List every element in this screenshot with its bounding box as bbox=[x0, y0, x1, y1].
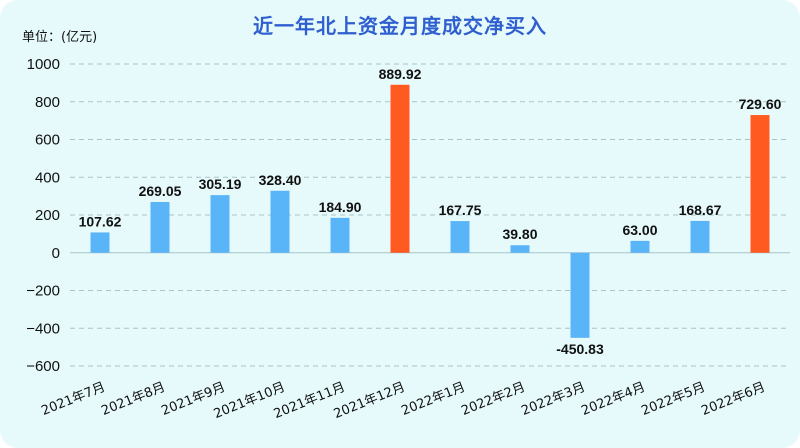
x-tick-label: 2022年4月 bbox=[579, 380, 647, 419]
bar bbox=[630, 240, 650, 253]
bar bbox=[510, 245, 530, 253]
data-label: 107.62 bbox=[79, 213, 122, 229]
x-tick-label: 2022年6月 bbox=[699, 380, 767, 419]
bar bbox=[210, 195, 230, 253]
x-tick-label: 2021年8月 bbox=[99, 380, 167, 419]
bar bbox=[390, 84, 410, 253]
y-tick-label: −600 bbox=[26, 358, 60, 375]
x-tick-label: 2022年1月 bbox=[399, 380, 467, 419]
y-tick-label: 1000 bbox=[27, 56, 60, 73]
data-label: 729.60 bbox=[739, 96, 782, 112]
x-tick-label: 2021年7月 bbox=[39, 380, 107, 419]
data-label: -450.83 bbox=[556, 341, 604, 357]
y-tick-label: 600 bbox=[35, 132, 60, 149]
bar bbox=[270, 190, 290, 253]
data-label: 168.67 bbox=[679, 202, 722, 218]
bar bbox=[450, 221, 470, 253]
data-label: 328.40 bbox=[259, 172, 302, 188]
x-tick-label: 2022年5月 bbox=[639, 380, 707, 419]
bar bbox=[150, 201, 170, 253]
bar bbox=[570, 252, 590, 338]
y-tick-label: 0 bbox=[52, 245, 60, 262]
x-tick-label: 2022年3月 bbox=[519, 380, 587, 419]
bar bbox=[90, 232, 110, 253]
unit-label: 单位：(亿元) bbox=[22, 30, 98, 45]
bar bbox=[750, 115, 770, 253]
data-label: 184.90 bbox=[319, 199, 362, 215]
data-label: 167.75 bbox=[439, 202, 482, 218]
x-tick-label: 2022年2月 bbox=[459, 380, 527, 419]
data-label: 889.92 bbox=[379, 66, 422, 82]
y-tick-label: 200 bbox=[35, 207, 60, 224]
y-tick-label: 800 bbox=[35, 94, 60, 111]
chart-title: 近一年北上资金月度成交净买入 bbox=[253, 14, 547, 38]
data-label: 39.80 bbox=[502, 226, 537, 242]
bar bbox=[690, 220, 710, 253]
bar bbox=[330, 217, 350, 253]
data-label: 63.00 bbox=[622, 222, 657, 238]
y-tick-label: −400 bbox=[26, 320, 60, 337]
y-tick-label: 400 bbox=[35, 169, 60, 186]
data-label: 305.19 bbox=[199, 176, 242, 192]
data-label: 269.05 bbox=[139, 183, 182, 199]
y-tick-label: −200 bbox=[26, 283, 60, 300]
